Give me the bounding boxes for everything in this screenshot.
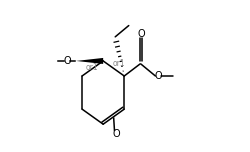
Text: O: O <box>63 56 71 66</box>
Text: or1: or1 <box>112 59 125 68</box>
Text: or1: or1 <box>86 63 98 72</box>
Text: O: O <box>154 71 162 81</box>
Text: O: O <box>113 129 120 139</box>
Polygon shape <box>76 58 103 64</box>
Text: O: O <box>137 29 145 38</box>
